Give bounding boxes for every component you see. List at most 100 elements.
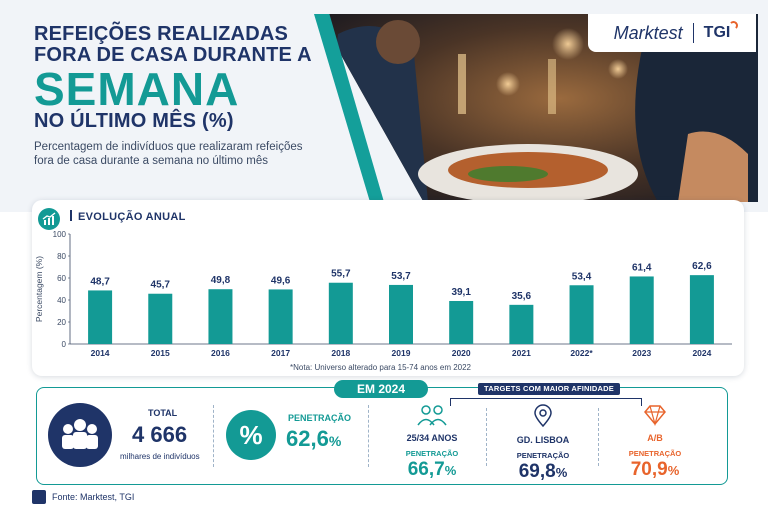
marktest-logo: Marktest bbox=[613, 22, 683, 43]
target-pen-label: PENETRAÇÃO bbox=[516, 451, 570, 460]
x-tick-label: 2016 bbox=[211, 348, 230, 358]
data-label: 49,8 bbox=[211, 275, 231, 286]
x-tick-label: 2022* bbox=[570, 348, 593, 358]
chart-card bbox=[32, 200, 744, 376]
logo-divider bbox=[692, 23, 694, 43]
target-value-unit: % bbox=[444, 463, 457, 478]
subtitle: Percentagem de indivíduos que realizaram… bbox=[34, 141, 303, 167]
target-value-number: 66,7 bbox=[407, 459, 445, 480]
y-tick-label: 80 bbox=[57, 252, 66, 261]
title-highlight: SEMANA bbox=[34, 63, 240, 115]
x-tick-label: 2020 bbox=[452, 348, 471, 358]
y-axis-label: Percentagem (%) bbox=[34, 256, 44, 322]
target-region: GD. LISBOA PENETRAÇÃO 69,8% bbox=[488, 404, 598, 483]
x-tick-label: 2014 bbox=[91, 348, 110, 358]
target-value: 69,8% bbox=[488, 461, 598, 483]
divider bbox=[213, 405, 214, 467]
year-badge: EM 2024 bbox=[334, 380, 428, 398]
penetration-number: 62,6 bbox=[286, 426, 329, 451]
bar bbox=[689, 275, 714, 344]
data-label: 35,6 bbox=[512, 291, 532, 302]
penetration-unit: % bbox=[328, 433, 342, 449]
location-pin-icon bbox=[534, 404, 552, 428]
chart-title: EVOLUÇÃO ANUAL bbox=[70, 210, 186, 223]
title-line-1: REFEIÇÕES REALIZADAS bbox=[34, 23, 289, 45]
diamond-icon bbox=[644, 405, 666, 427]
target-name: GD. LISBOA bbox=[516, 435, 570, 445]
percent-icon: % bbox=[226, 410, 276, 460]
divider bbox=[368, 405, 369, 467]
target-value: 66,7% bbox=[377, 459, 487, 481]
bar bbox=[629, 276, 654, 344]
bar-chart: 0 20 40 60 80 100 Percentagem (%) 48,7 2014 45,7 2… bbox=[34, 230, 732, 358]
x-tick-label: 2021 bbox=[512, 348, 531, 358]
y-tick-label: 100 bbox=[53, 230, 67, 239]
data-label: 55,7 bbox=[331, 269, 351, 280]
divider bbox=[598, 408, 599, 466]
logo-bar: Marktest TGI bbox=[588, 14, 756, 52]
target-class: A/B PENETRAÇÃO 70,9% bbox=[600, 404, 710, 481]
data-label: 39,1 bbox=[451, 287, 471, 298]
total-value: 4 666 bbox=[132, 422, 188, 447]
chart-bars-icon bbox=[32, 490, 46, 504]
bar bbox=[148, 293, 173, 344]
summary-panel bbox=[36, 387, 728, 485]
data-label: 49,6 bbox=[271, 275, 291, 286]
population-icon bbox=[48, 403, 112, 467]
targets-label: TARGETS COM MAIOR AFINIDADE bbox=[478, 383, 620, 395]
y-tick-label: 60 bbox=[57, 274, 66, 283]
x-tick-label: 2024 bbox=[692, 348, 711, 358]
bar bbox=[509, 304, 534, 344]
tgi-logo-text: TGI bbox=[703, 24, 731, 41]
target-pen-label: PENETRAÇÃO bbox=[405, 449, 459, 458]
tgi-logo: TGI bbox=[703, 21, 739, 42]
bar bbox=[88, 290, 113, 344]
target-name: 25/34 ANOS bbox=[406, 433, 458, 443]
bar bbox=[208, 289, 233, 344]
tgi-signal-icon bbox=[729, 21, 739, 30]
source-footer: Fonte: Marktest, TGI bbox=[32, 490, 134, 504]
target-age: 25/34 ANOS PENETRAÇÃO 66,7% bbox=[377, 404, 487, 481]
target-value-number: 69,8 bbox=[518, 461, 556, 482]
chart-trend-icon bbox=[38, 208, 60, 230]
x-tick-label: 2019 bbox=[392, 348, 411, 358]
targets-bracket bbox=[450, 398, 642, 406]
target-value-unit: % bbox=[667, 463, 680, 478]
x-tick-label: 2017 bbox=[271, 348, 290, 358]
target-value-number: 70,9 bbox=[630, 459, 668, 480]
chart-title-text: EVOLUÇÃO ANUAL bbox=[78, 211, 186, 223]
x-tick-label: 2015 bbox=[151, 348, 170, 358]
bar bbox=[569, 285, 594, 344]
data-label: 53,4 bbox=[572, 271, 592, 282]
bar bbox=[268, 289, 293, 344]
bar bbox=[389, 284, 413, 344]
bar bbox=[328, 282, 353, 344]
data-label: 61,4 bbox=[632, 262, 652, 273]
penetration-label: PENETRAÇÃO bbox=[288, 413, 352, 423]
target-value: 70,9% bbox=[600, 459, 710, 481]
page-title: REFEIÇÕES REALIZADAS FORA DE CASA DURANT… bbox=[34, 24, 324, 132]
x-tick-label: 2023 bbox=[632, 348, 651, 358]
target-value-unit: % bbox=[555, 465, 568, 480]
chart-title-bar bbox=[70, 210, 72, 221]
penetration-value: 62,6% bbox=[286, 426, 341, 452]
x-tick-label: 2018 bbox=[331, 348, 350, 358]
data-label: 62,6 bbox=[692, 261, 712, 272]
chart-note: *Nota: Universo alterado para 15-74 anos… bbox=[290, 363, 471, 372]
total-unit: milhares de indivíduos bbox=[120, 452, 200, 461]
y-tick-label: 0 bbox=[62, 340, 67, 349]
title-line-3: NO ÚLTIMO MÊS (%) bbox=[34, 110, 234, 132]
data-label: 45,7 bbox=[151, 280, 171, 291]
total-label: TOTAL bbox=[148, 408, 178, 418]
target-pen-label: PENETRAÇÃO bbox=[628, 449, 682, 458]
divider bbox=[486, 408, 487, 466]
data-label: 53,7 bbox=[391, 271, 411, 282]
y-tick-label: 20 bbox=[57, 318, 66, 327]
y-tick-label: 40 bbox=[57, 296, 66, 305]
title-line-2: FORA DE CASA DURANTE A bbox=[34, 44, 312, 66]
target-name: A/B bbox=[647, 433, 663, 443]
bar bbox=[449, 300, 474, 344]
source-text: Fonte: Marktest, TGI bbox=[52, 492, 135, 502]
people-icon bbox=[417, 405, 447, 426]
data-label: 48,7 bbox=[90, 276, 110, 287]
